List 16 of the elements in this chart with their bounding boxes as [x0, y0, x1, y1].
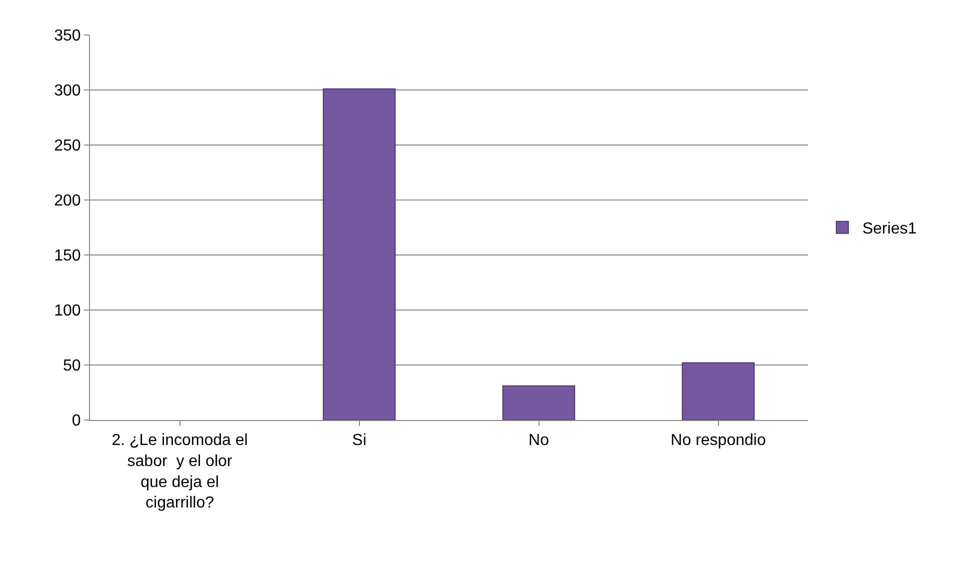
- x-tick-label: No: [528, 432, 550, 450]
- y-tick-label: 200: [54, 192, 81, 210]
- bar: [322, 88, 396, 420]
- bar: [502, 385, 576, 420]
- y-tick-label: 350: [54, 28, 81, 45]
- y-tick-label: 50: [63, 358, 81, 375]
- legend-label: Series1: [862, 220, 917, 238]
- y-tick-label: 0: [72, 412, 81, 430]
- y-tick-label: 250: [54, 138, 81, 155]
- x-tick-label: 2. ¿Le incomoda el sabor y el olor que deja el cigarrillo?: [112, 432, 248, 512]
- x-tick-label: No respondio: [670, 432, 766, 450]
- x-tick-label: Si: [352, 432, 366, 450]
- y-tick-label: 150: [54, 248, 81, 265]
- bar: [682, 362, 755, 420]
- y-tick-label: 300: [54, 82, 81, 100]
- y-tick-label: 100: [54, 302, 81, 320]
